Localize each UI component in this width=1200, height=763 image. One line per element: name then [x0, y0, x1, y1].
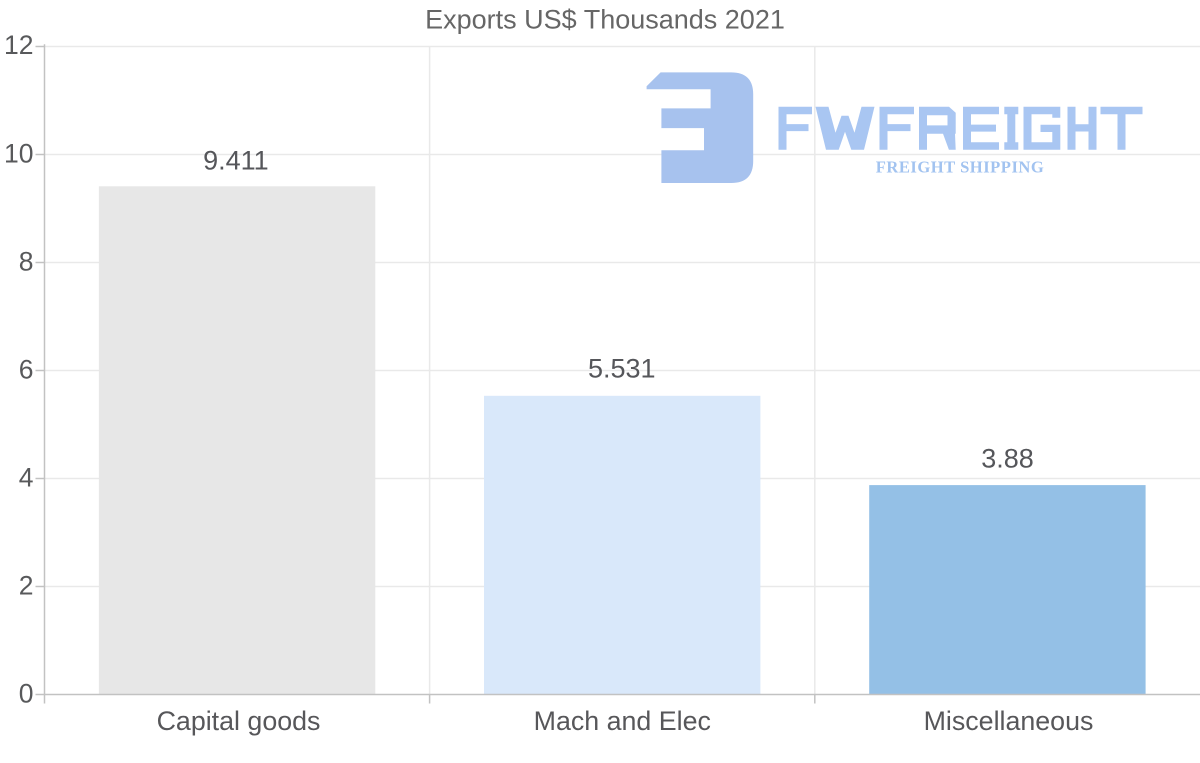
- svg-text:4: 4: [19, 463, 34, 493]
- svg-text:12: 12: [4, 30, 33, 60]
- svg-text:9.411: 9.411: [203, 145, 269, 175]
- svg-text:10: 10: [4, 139, 33, 169]
- svg-text:5.531: 5.531: [588, 354, 656, 384]
- svg-text:Miscellaneous: Miscellaneous: [924, 706, 1094, 736]
- svg-text:2: 2: [19, 571, 34, 601]
- svg-text:Capital goods: Capital goods: [157, 706, 321, 736]
- svg-text:3.88: 3.88: [981, 444, 1034, 474]
- svg-text:6: 6: [19, 355, 34, 385]
- svg-text:Exports US$ Thousands 2021: Exports US$ Thousands 2021: [425, 4, 785, 34]
- svg-text:0: 0: [19, 679, 34, 709]
- svg-text:8: 8: [19, 247, 34, 277]
- svg-text:Mach and Elec: Mach and Elec: [534, 706, 711, 736]
- svg-text:FREIGHT SHIPPING: FREIGHT SHIPPING: [876, 158, 1045, 177]
